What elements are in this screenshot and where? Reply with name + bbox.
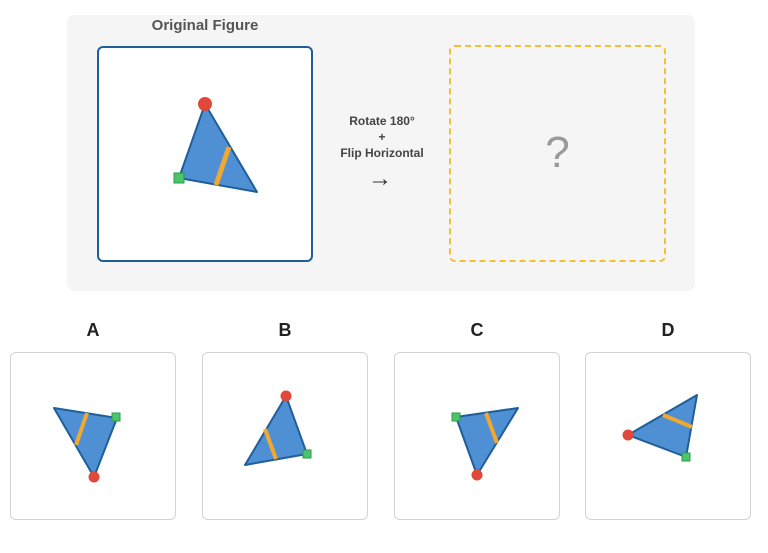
- transformation-plus-text: +: [378, 130, 386, 144]
- original-square-marker: [173, 172, 185, 184]
- option-b-stripe: [263, 428, 278, 460]
- option-d-box[interactable]: [585, 352, 751, 520]
- transformation-label: Rotate 180° + Flip Horizontal: [330, 113, 434, 161]
- option-c-box[interactable]: [394, 352, 560, 520]
- option-a-square-marker: [111, 412, 121, 422]
- option-c-stripe: [484, 412, 499, 444]
- option-b-figure: [244, 390, 312, 466]
- option-d-circle-marker: [622, 429, 634, 441]
- option-d-square-marker: [681, 452, 691, 462]
- option-c-label: C: [470, 320, 484, 340]
- option-a-stripe: [74, 412, 89, 446]
- original-stripe: [213, 146, 232, 186]
- option-b-square-marker: [302, 449, 312, 459]
- original-figure-svg: [173, 97, 258, 193]
- option-d-stripe: [662, 413, 693, 429]
- original-figure-box: [97, 46, 313, 262]
- original-circle-marker: [198, 97, 212, 111]
- option-b-circle-marker: [280, 390, 292, 402]
- original-figure-title: Original Figure: [151, 17, 259, 34]
- right-arrow-icon: →: [368, 165, 392, 192]
- option-d-label: D: [661, 320, 675, 340]
- option-b-label: B: [278, 320, 292, 340]
- option-a-circle-marker: [88, 471, 100, 483]
- option-d-figure: [622, 394, 698, 462]
- question-mark: ?: [545, 128, 570, 177]
- option-a-label: A: [86, 320, 100, 340]
- option-a-box[interactable]: [10, 352, 176, 520]
- transformation-flip-text: Flip Horizontal: [340, 146, 424, 160]
- option-c-circle-marker: [471, 469, 483, 481]
- answer-placeholder-box: ?: [449, 45, 666, 262]
- option-b-box[interactable]: [202, 352, 368, 520]
- transformation-rotate-text: Rotate 180°: [349, 114, 415, 128]
- option-c-square-marker: [451, 412, 461, 422]
- option-a-figure: [53, 407, 121, 483]
- option-c-figure: [451, 407, 519, 481]
